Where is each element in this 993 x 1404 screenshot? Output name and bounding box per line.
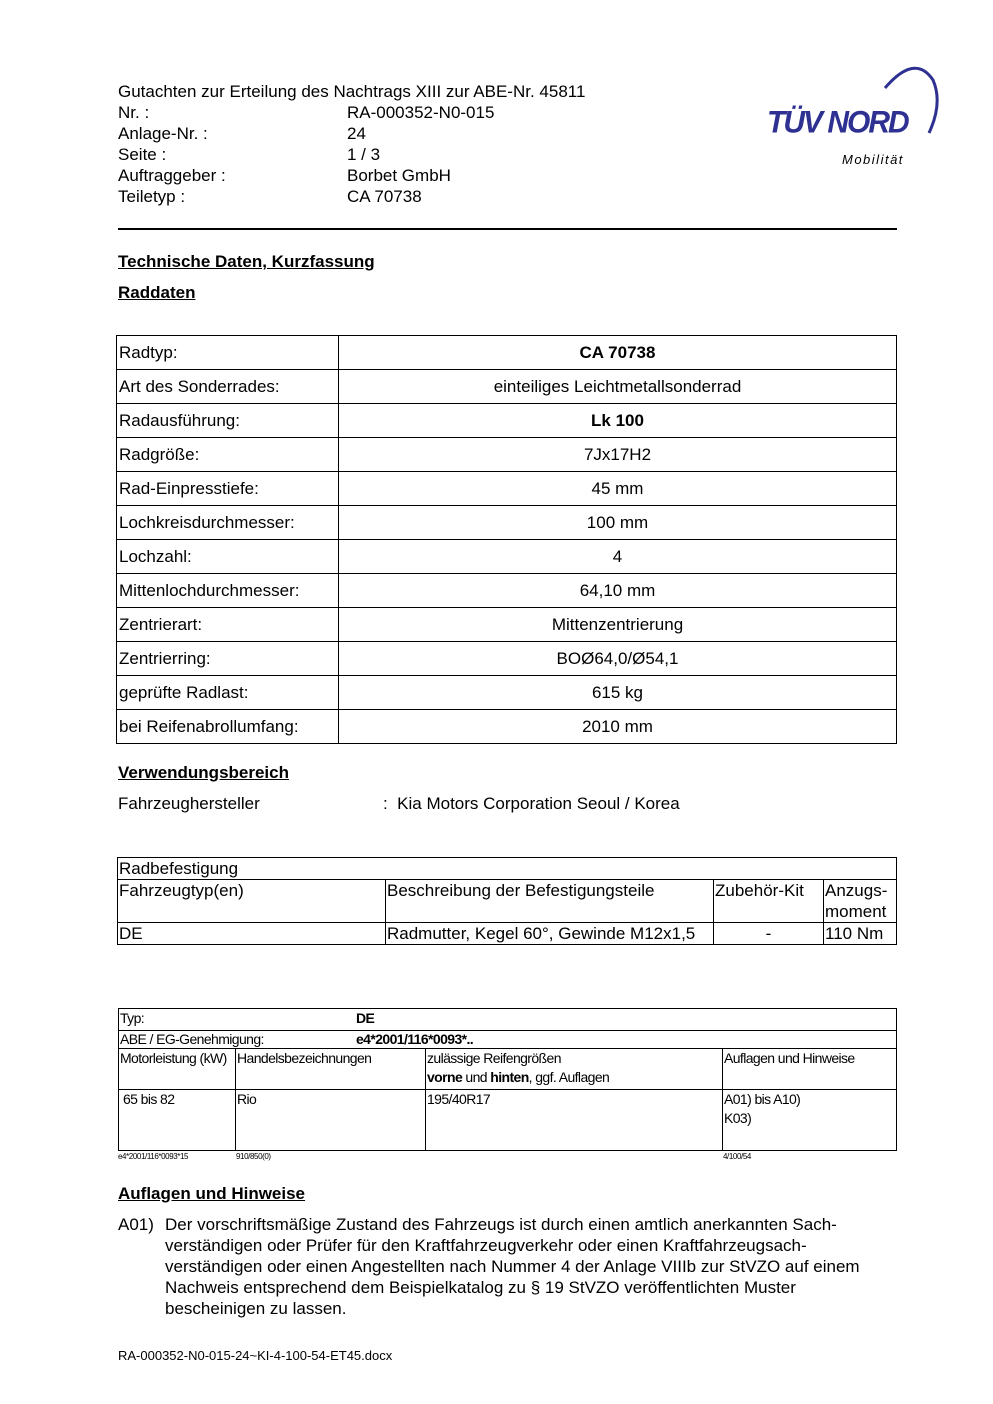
abe-label: ABE / EG-Genehmigung:: [120, 1031, 264, 1047]
row-value: 100 mm: [338, 505, 897, 540]
table-row: Lochzahl: 4: [116, 539, 897, 574]
condition-text: Der vorschriftsmäßige Zustand des Fahrze…: [165, 1215, 860, 1318]
row-value: 45 mm: [338, 471, 897, 506]
section-heading: Raddaten: [118, 283, 196, 302]
document-title: Gutachten zur Erteilung des Nachtrags XI…: [118, 82, 586, 101]
column-header: Handelsbezeichnungen: [235, 1048, 426, 1090]
row-label: Rad-Einpresstiefe:: [116, 471, 339, 506]
section-heading: Technische Daten, Kurzfassung: [118, 252, 375, 271]
header-label: Teiletyp :: [118, 187, 186, 206]
header-label: Seite :: [118, 145, 167, 164]
row-value: 4: [338, 539, 897, 574]
bold-text: vorne: [427, 1069, 463, 1085]
column-header: Anzugs-moment: [823, 879, 897, 923]
table-row: Zentrierring: BOØ64,0/Ø54,1: [116, 641, 897, 676]
row-label: Radausführung:: [116, 403, 339, 438]
table-row: Radgröße: 7Jx17H2: [116, 437, 897, 472]
header-divider: [118, 228, 897, 230]
row-value: Lk 100: [338, 403, 897, 438]
typ-label: Typ:: [120, 1010, 145, 1026]
row-label: Zentrierring:: [116, 641, 339, 676]
column-header: zulässige Reifengrößen vorne und hinten, …: [425, 1048, 723, 1090]
column-header: Motorleistung (kW): [118, 1048, 236, 1090]
table-cell: 110 Nm: [823, 922, 897, 945]
row-value: CA 70738: [338, 335, 897, 370]
row-label: Mittenlochdurchmesser:: [116, 573, 339, 608]
footnote: e4*2001/116*0093*15: [118, 1152, 189, 1161]
header-value: RA-000352-N0-015: [347, 103, 495, 122]
header-value: 1 / 3: [347, 145, 381, 164]
document-header: Gutachten zur Erteilung des Nachtrags XI…: [118, 81, 585, 207]
header-line: zulässige Reifengrößen: [427, 1050, 561, 1066]
typ-table: Typ: DE ABE / EG-Genehmigung: e4*2001/116*…: [118, 1008, 897, 1151]
table-row: Radausführung: Lk 100: [116, 403, 897, 438]
row-value: 64,10 mm: [338, 573, 897, 608]
table-title: Radbefestigung: [117, 857, 897, 880]
table-cell: Radmutter, Kegel 60°, Gewinde M12x1,5: [385, 922, 714, 945]
hersteller-label: Fahrzeughersteller: [118, 794, 260, 813]
tuv-nord-logo: TÜV NORD Mobilität: [765, 58, 945, 173]
table-cell: -: [713, 922, 824, 945]
cell-line: A01) bis A10): [724, 1091, 801, 1107]
row-value: BOØ64,0/Ø54,1: [338, 641, 897, 676]
footer-filename: RA-000352-N0-015-24~KI-4-100-54-ET45.doc…: [118, 1348, 393, 1363]
table-row: geprüfte Radlast: 615 kg: [116, 675, 897, 710]
footnote: 910/850(0): [236, 1152, 271, 1161]
row-label: Lochkreisdurchmesser:: [116, 505, 339, 540]
text: und: [462, 1069, 491, 1085]
column-header: Auflagen und Hinweise: [722, 1048, 897, 1090]
section-heading: Verwendungsbereich: [118, 763, 289, 782]
column-header: Fahrzeugtyp(en): [117, 879, 386, 923]
text: , ggf. Auflagen: [528, 1069, 610, 1085]
column-header: Beschreibung der Befestigungsteile: [385, 879, 714, 923]
row-label: geprüfte Radlast:: [116, 675, 339, 710]
typ-value: DE: [356, 1010, 375, 1026]
bold-text: hinten: [490, 1069, 529, 1085]
abe-value: e4*2001/116*0093*..: [356, 1031, 474, 1047]
header-label: Nr. :: [118, 103, 150, 122]
row-label: bei Reifenabrollumfang:: [116, 709, 339, 744]
table-row: Zentrierart: Mittenzentrierung: [116, 607, 897, 642]
column-header: Zubehör-Kit: [713, 879, 824, 923]
hersteller-value: : Kia Motors Corporation Seoul / Korea: [383, 794, 680, 813]
cell-line: K03): [724, 1110, 752, 1126]
row-label: Radgröße:: [116, 437, 339, 472]
condition-a01: A01) Der vorschriftsmäßige Zustand des F…: [118, 1214, 898, 1319]
row-value: 7Jx17H2: [338, 437, 897, 472]
table-row: Lochkreisdurchmesser: 100 mm: [116, 505, 897, 540]
table-cell: 195/40R17: [425, 1089, 723, 1151]
table-cell: DE: [117, 922, 386, 945]
row-value: 2010 mm: [338, 709, 897, 744]
table-cell: 65 bis 82: [118, 1089, 236, 1151]
row-label: Radtyp:: [116, 335, 339, 370]
logo-subtitle: Mobilität: [842, 152, 904, 167]
header-value: Borbet GmbH: [347, 166, 451, 185]
raddaten-table: Radtyp: CA 70738 Art des Sonderrades: einte…: [116, 335, 897, 744]
row-label: Art des Sonderrades:: [116, 369, 339, 404]
table-row: Rad-Einpresstiefe: 45 mm: [116, 471, 897, 506]
table-row: Art des Sonderrades: einteiliges Leichtme…: [116, 369, 897, 404]
row-value: 615 kg: [338, 675, 897, 710]
section-heading: Auflagen und Hinweise: [118, 1184, 306, 1203]
header-value: CA 70738: [347, 187, 422, 206]
table-row: Radtyp: CA 70738: [116, 335, 897, 370]
row-label: Lochzahl:: [116, 539, 339, 574]
table-row: Mittenlochdurchmesser: 64,10 mm: [116, 573, 897, 608]
table-cell: A01) bis A10) K03): [722, 1089, 897, 1151]
table-cell: Rio: [235, 1089, 426, 1151]
row-value: Mittenzentrierung: [338, 607, 897, 642]
header-label: Anlage-Nr. :: [118, 124, 208, 143]
footnote: 4/100/54: [723, 1152, 751, 1161]
radbefestigung-table: Radbefestigung Fahrzeugtyp(en) Beschreib…: [117, 857, 897, 945]
header-value: 24: [347, 124, 366, 143]
table-row: bei Reifenabrollumfang: 2010 mm: [116, 709, 897, 744]
header-label: Auftraggeber :: [118, 166, 226, 185]
row-value: einteiliges Leichtmetallsonderrad: [338, 369, 897, 404]
condition-number: A01): [118, 1215, 154, 1234]
row-label: Zentrierart:: [116, 607, 339, 642]
